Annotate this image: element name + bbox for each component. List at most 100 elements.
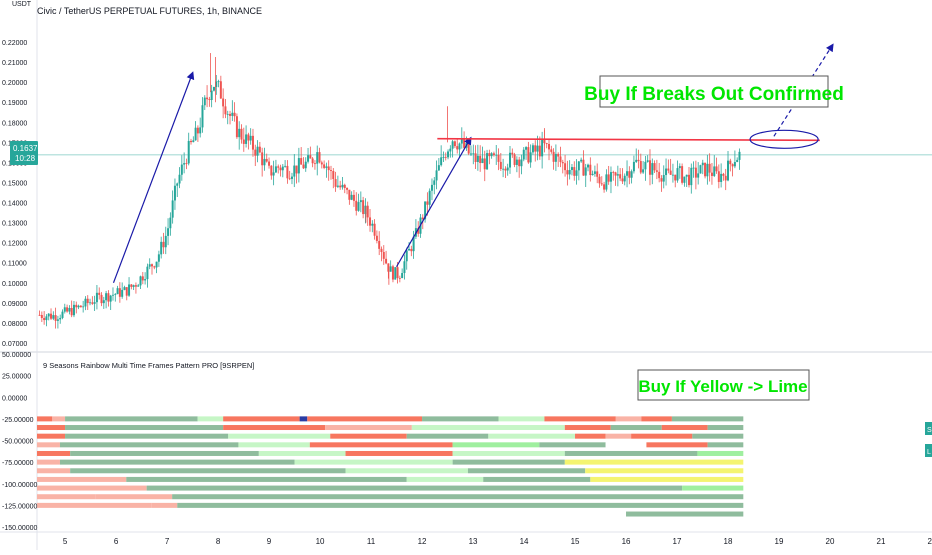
candle-body xyxy=(584,167,587,176)
candle-body xyxy=(522,149,525,160)
yellow-lime-annotation-box[interactable]: Buy If Yellow -> Lime xyxy=(637,369,810,401)
x-tick-label: 11 xyxy=(367,537,376,546)
candle-body xyxy=(632,161,635,172)
candle-body xyxy=(515,159,518,165)
indicator-segment xyxy=(631,433,693,439)
indicator-segment xyxy=(37,450,71,456)
candle-body xyxy=(497,154,500,162)
indicator-segment xyxy=(406,476,484,482)
candle-body xyxy=(318,152,321,163)
x-tick-label: 7 xyxy=(165,537,170,546)
candle-body xyxy=(676,168,679,181)
indicator-segment xyxy=(411,425,565,431)
drawings[interactable] xyxy=(112,43,834,284)
indicator-segment xyxy=(610,425,662,431)
candle-body xyxy=(109,295,112,302)
indicator-segment xyxy=(309,442,453,448)
indicator-segment xyxy=(692,433,744,439)
candle-body xyxy=(208,99,211,101)
candle-body xyxy=(231,112,234,116)
candle-body xyxy=(171,200,174,218)
candle-body xyxy=(410,248,413,252)
candle-body xyxy=(527,147,530,163)
candle-body xyxy=(121,289,124,297)
candle-body xyxy=(531,145,534,153)
candle-body xyxy=(364,205,367,215)
candle-body xyxy=(667,168,670,171)
candle-body xyxy=(169,217,172,229)
candle-body xyxy=(398,277,401,279)
candle-body xyxy=(697,173,700,178)
candle-body xyxy=(59,317,62,320)
indicator-segment xyxy=(37,476,127,482)
candle-body xyxy=(506,167,509,171)
candle-body xyxy=(68,308,71,312)
candle-body xyxy=(155,261,158,268)
candle-body xyxy=(545,143,548,144)
indicator-segment xyxy=(564,459,744,465)
indicator-segment xyxy=(294,459,453,465)
indicator-segment xyxy=(126,476,407,482)
indicator-segment xyxy=(151,502,178,508)
candle-body xyxy=(219,81,222,99)
indicator-segment xyxy=(59,442,239,448)
candle-body xyxy=(217,81,220,83)
candle-body xyxy=(54,315,57,321)
candle-body xyxy=(534,145,537,152)
candle-body xyxy=(499,161,502,170)
indicator-segment xyxy=(228,433,331,439)
candle-body xyxy=(102,300,105,304)
candle-body xyxy=(674,174,677,181)
candle-body xyxy=(593,171,596,174)
candle-body xyxy=(125,287,128,296)
candle-body xyxy=(669,170,672,175)
candle-body xyxy=(525,147,528,150)
indicator-segment xyxy=(452,442,540,448)
x-tick-label: 12 xyxy=(418,537,427,546)
candle-body xyxy=(373,223,376,236)
candle-body xyxy=(660,178,663,182)
x-tick-label: 15 xyxy=(571,537,580,546)
candle-body xyxy=(56,319,59,321)
candle-body xyxy=(403,261,406,274)
candle-body xyxy=(196,127,199,134)
candle-body xyxy=(706,163,709,177)
candle-body xyxy=(582,159,585,176)
candle-body xyxy=(451,141,454,149)
candle-body xyxy=(297,158,300,174)
candle-body xyxy=(428,190,431,205)
candle-body xyxy=(279,167,282,171)
candle-body xyxy=(495,154,498,156)
candle-body xyxy=(178,174,181,184)
candle-body xyxy=(346,187,349,190)
candle-body xyxy=(570,167,573,170)
breakout-zone-ellipse xyxy=(749,129,819,149)
x-tick-label: 21 xyxy=(877,537,886,546)
indicator-segment xyxy=(539,442,606,448)
indicator-segment xyxy=(483,476,591,482)
candle-body xyxy=(637,159,640,162)
candle-body xyxy=(116,288,119,295)
candle-body xyxy=(224,106,227,115)
breakout-annotation-box[interactable]: Buy If Breaks Out Confirmed xyxy=(584,75,844,108)
candle-body xyxy=(258,146,261,153)
candle-body xyxy=(460,139,463,144)
candle-body xyxy=(61,311,64,318)
candle-body xyxy=(256,146,259,156)
indicator-title: 9 Seasons Rainbow Multi Time Frames Patt… xyxy=(43,361,254,370)
x-tick-label: 19 xyxy=(775,537,784,546)
candle-body xyxy=(263,158,266,166)
candle-body xyxy=(212,86,215,91)
candle-body xyxy=(713,166,716,176)
indicator-segment xyxy=(65,433,229,439)
candle-body xyxy=(671,174,674,176)
indicator-segment xyxy=(452,459,565,465)
candle-body xyxy=(646,160,649,162)
candle-body xyxy=(708,163,711,173)
indicator-segment xyxy=(488,433,576,439)
candle-body xyxy=(144,279,147,281)
candle-body xyxy=(332,170,335,180)
candle-body xyxy=(229,113,232,116)
